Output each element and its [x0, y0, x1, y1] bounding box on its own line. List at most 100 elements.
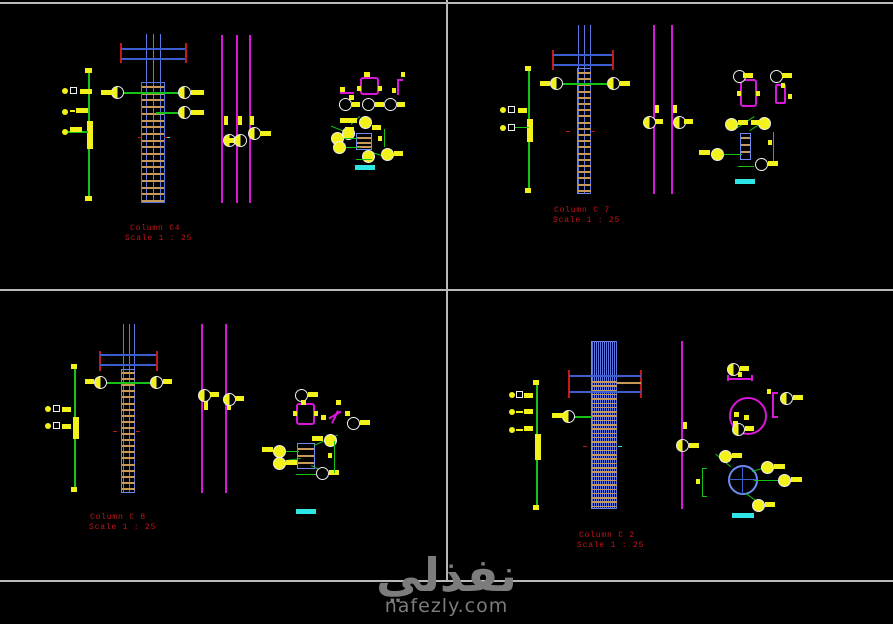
- callout-bubble[interactable]: [607, 77, 620, 90]
- stirrup-tie: [578, 152, 591, 155]
- section-tie: [298, 448, 314, 450]
- section-outline: [740, 133, 751, 160]
- callout-dot: [45, 406, 51, 412]
- callout-bubble[interactable]: [94, 376, 107, 389]
- callout-tag: [774, 464, 785, 469]
- callout-dot: [509, 392, 515, 398]
- callout-bubble[interactable]: [719, 450, 732, 463]
- callout-bubble[interactable]: [676, 439, 689, 452]
- bar-bending-stirrup: [296, 403, 315, 425]
- callout-dot: [509, 409, 515, 415]
- grid-tag: [204, 401, 208, 410]
- callout-tag: [227, 138, 238, 143]
- stirrup-tie: [142, 179, 164, 182]
- callout-tag: [768, 161, 778, 166]
- callout-bubble[interactable]: [780, 392, 793, 405]
- callout-tag: [345, 127, 354, 132]
- callout-bubble[interactable]: [384, 98, 397, 111]
- stirrup-tie: [592, 475, 617, 478]
- callout-bubble[interactable]: [234, 134, 247, 147]
- stirrup-tie: [142, 86, 164, 88]
- callout-tag: [262, 447, 273, 452]
- panel-caption-line2: Scale 1 : 25: [577, 541, 645, 550]
- bar-bending-straight: [727, 378, 753, 380]
- callout-tag: [260, 131, 271, 136]
- stirrup-tie: [122, 439, 135, 442]
- callout-bubble[interactable]: [362, 150, 375, 163]
- grid-line: [681, 341, 683, 509]
- section-mark: [113, 431, 117, 433]
- callout-dot: [500, 125, 506, 131]
- section-tie: [357, 146, 371, 148]
- callout-square: [53, 422, 60, 429]
- callout-bubble[interactable]: [550, 77, 563, 90]
- bar-bending-bracket: [772, 416, 778, 418]
- panel-column-c7[interactable]: (function(){ var host=document.currentSc…: [450, 6, 891, 287]
- stirrup-tie: [592, 419, 617, 422]
- callout-bubble[interactable]: [333, 141, 346, 154]
- panel-caption-line1: Column C 8: [90, 513, 147, 522]
- callout-dot: [45, 423, 51, 429]
- callout-bubble[interactable]: [362, 98, 375, 111]
- callout-leader: [70, 110, 75, 112]
- stirrup-tie: [578, 165, 591, 167]
- scale-bar: [355, 165, 375, 170]
- callout-tag: [235, 396, 244, 401]
- callout-bubble[interactable]: [178, 86, 191, 99]
- stirrup-tie: [122, 481, 135, 484]
- callout-bubble[interactable]: [273, 457, 286, 470]
- callout-tag: [765, 502, 775, 507]
- callout-bubble[interactable]: [316, 467, 329, 480]
- callout-bubble[interactable]: [111, 86, 124, 99]
- bar-bending-straight: [340, 92, 354, 94]
- callout-tag: [699, 150, 710, 155]
- callout-bubble[interactable]: [347, 417, 360, 430]
- callout-tag: [524, 409, 533, 414]
- bar-bending-hook: [397, 79, 399, 95]
- leader-line: [103, 382, 157, 384]
- dimension-tag: [696, 479, 700, 484]
- panel-column-c2[interactable]: (function(){ var host=document.currentSc…: [450, 293, 891, 578]
- callout-bubble[interactable]: [732, 423, 745, 436]
- bar-tag: [738, 372, 742, 377]
- section-tie: [741, 144, 750, 146]
- stirrup-tie: [122, 426, 135, 429]
- stirrup-tie: [122, 469, 135, 472]
- panel-column-c4[interactable]: (function(){ var host=document.currentSc…: [4, 6, 444, 287]
- dimension-tick: [552, 50, 554, 70]
- callout-bubble[interactable]: [711, 148, 724, 161]
- callout-tag: [70, 127, 82, 132]
- callout-bubble[interactable]: [324, 434, 337, 447]
- section-tie: [298, 462, 314, 464]
- callout-bubble[interactable]: [725, 118, 738, 131]
- callout-bubble[interactable]: [761, 461, 774, 474]
- callout-bubble[interactable]: [339, 98, 352, 111]
- callout-tag: [743, 73, 753, 78]
- scale-bar: [296, 509, 316, 514]
- stirrup-tie: [592, 432, 617, 435]
- callout-bubble[interactable]: [359, 116, 372, 129]
- callout-bubble[interactable]: [150, 376, 163, 389]
- leader-line: [572, 416, 592, 418]
- panel-column-c8[interactable]: (function(){ var host=document.currentSc…: [4, 293, 444, 578]
- stirrup-tie: [578, 78, 591, 81]
- callout-bubble[interactable]: [381, 148, 394, 161]
- callout-bubble[interactable]: [727, 363, 740, 376]
- callout-tag: [540, 81, 550, 86]
- leader-line: [558, 83, 613, 85]
- cap-line: [100, 354, 156, 356]
- stirrup-tie: [578, 183, 591, 186]
- callout-bubble[interactable]: [778, 474, 791, 487]
- stirrup-tie: [122, 390, 135, 393]
- callout-bubble[interactable]: [562, 410, 575, 423]
- stirrup-tie: [592, 501, 617, 503]
- section-tie: [357, 137, 371, 139]
- callout-bubble[interactable]: [752, 499, 765, 512]
- callout-bubble[interactable]: [755, 158, 768, 171]
- section-outline: [297, 443, 315, 469]
- stirrup-tie: [592, 449, 617, 452]
- callout-bubble[interactable]: [178, 106, 191, 119]
- stirrup-tie: [592, 497, 617, 499]
- bar-tag: [744, 415, 749, 420]
- callout-tag: [360, 420, 370, 425]
